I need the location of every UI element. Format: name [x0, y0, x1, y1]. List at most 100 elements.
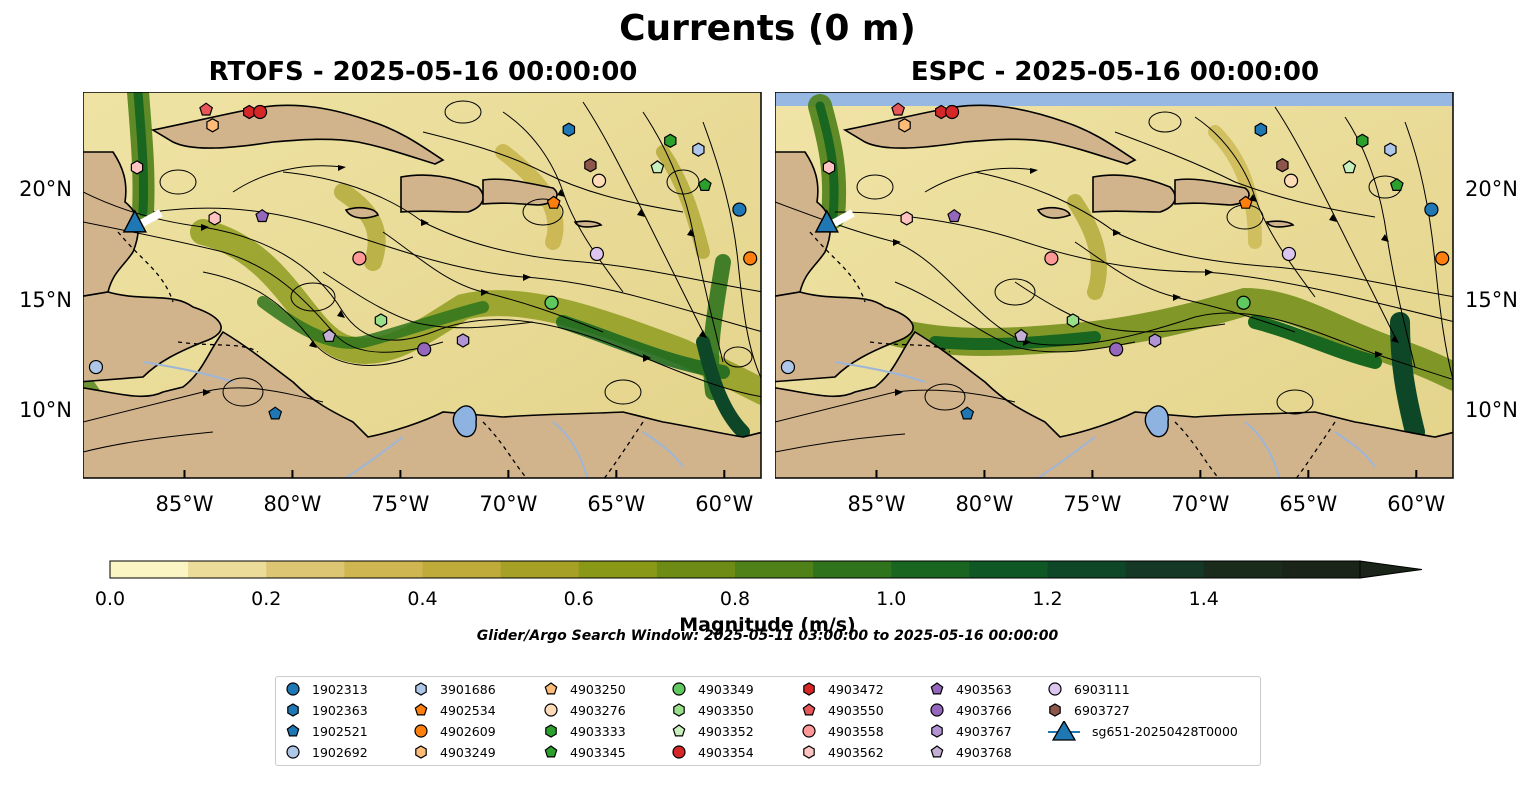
float-marker-4903562	[822, 160, 836, 175]
float-marker-4903563	[255, 208, 270, 223]
legend-label: 3901686	[440, 681, 496, 697]
lon-tick-label: 60°W	[695, 492, 754, 516]
streamline-arrows	[201, 165, 707, 396]
legend-item: 1902313	[286, 679, 368, 699]
float-marker-4902534	[546, 195, 561, 209]
pentagon-marker-icon	[544, 745, 558, 758]
lat-tick-label: 15°N	[19, 287, 72, 312]
legend-label: 4903250	[570, 681, 626, 697]
lon-tick-label: 70°W	[479, 492, 538, 516]
panel-title-rtofs: RTOFS - 2025-05-16 00:00:00	[208, 57, 638, 87]
hexagon-marker-icon	[803, 745, 815, 759]
lake-maracaibo	[452, 405, 477, 438]
legend-marker	[1049, 703, 1061, 717]
legend-marker	[286, 724, 300, 737]
legend-label: 4903562	[828, 744, 884, 760]
colorbar-tick-label: 1.4	[1188, 588, 1219, 610]
legend-marker	[672, 724, 686, 737]
circle-marker-icon	[286, 745, 300, 759]
pentagon-marker-icon	[802, 703, 816, 716]
legend-item: 1902363	[286, 700, 368, 720]
legend-item: 1902692	[286, 742, 368, 762]
circle-marker-icon	[672, 745, 686, 759]
float-marker-4903333	[1356, 133, 1369, 148]
float-marker-1902521	[960, 406, 975, 420]
hexagon-marker-icon	[545, 724, 557, 738]
float-marker-1902692	[780, 359, 796, 375]
streamlines	[775, 106, 1453, 453]
colorbar-tick-label: 0.0	[94, 588, 126, 610]
lat-tick-label: 15°N	[1465, 287, 1518, 312]
legend-label: 4902609	[440, 723, 496, 739]
float-marker-4902534	[1238, 195, 1253, 209]
no-data-strip	[775, 92, 1453, 106]
map-panel-rtofs	[83, 92, 762, 479]
legend-label: 4903767	[956, 723, 1012, 739]
float-marker-1902313	[1424, 202, 1439, 217]
legend-label: 4903766	[956, 702, 1012, 718]
lon-tick-label: 85°W	[155, 492, 214, 516]
float-marker-4903350	[1066, 313, 1080, 328]
circle-marker-icon	[414, 724, 428, 738]
legend-label: 4903550	[828, 702, 884, 718]
hexagon-marker-icon	[803, 682, 815, 696]
float-marker-4903562	[208, 211, 221, 226]
legend-marker	[673, 703, 685, 717]
legend: 1902313 1902363 1902521 1902692 3901686 49025…	[275, 676, 1261, 766]
legend-item: 4902534	[414, 700, 496, 720]
hexagon-marker-icon	[673, 703, 685, 717]
float-marker-6903111	[589, 246, 604, 262]
legend-item: 4903767	[930, 721, 1012, 741]
legend-item: 4903249	[414, 742, 496, 762]
streamlines	[83, 101, 761, 453]
float-marker-4903767	[1148, 333, 1162, 348]
legend-marker	[930, 682, 944, 695]
float-marker-4903249	[206, 118, 219, 133]
lon-tick-label: 85°W	[847, 492, 906, 516]
lon-tick-label: 65°W	[587, 492, 646, 516]
colorbar-cell	[1203, 561, 1283, 578]
legend-label: 1902521	[312, 723, 368, 739]
lat-tick-label: 20°N	[1465, 176, 1518, 201]
lake-maracaibo	[1144, 405, 1169, 438]
colorbar-frame	[109, 560, 1361, 579]
lon-tick-label: 80°W	[955, 492, 1014, 516]
legend-marker	[544, 682, 558, 695]
float-marker-4903550	[199, 102, 214, 116]
circle-marker-icon	[802, 724, 816, 738]
float-marker-4903354	[252, 104, 268, 120]
pentagon-marker-icon	[930, 682, 944, 695]
legend-label: 6903111	[1074, 681, 1130, 697]
colorbar-tick-label: 0.2	[251, 588, 282, 610]
float-marker-4903352	[650, 160, 665, 174]
legend-item: 4903276	[544, 700, 626, 720]
legend-marker	[930, 703, 944, 717]
float-marker-4902609	[1435, 251, 1450, 266]
float-marker-4903563	[947, 208, 962, 223]
pentagon-marker-icon	[672, 724, 686, 737]
map-frame	[775, 92, 1454, 479]
hexagon-marker-icon	[1049, 703, 1061, 717]
legend-label: 4903350	[698, 702, 754, 718]
land	[775, 104, 1453, 478]
legend-label: 1902313	[312, 681, 368, 697]
panel-title-espc: ESPC - 2025-05-16 00:00:00	[910, 57, 1320, 87]
colorbar-cell	[422, 561, 502, 578]
legend-label: 4903558	[828, 723, 884, 739]
legend-label: 1902692	[312, 744, 368, 760]
legend-item: 4903345	[544, 742, 626, 762]
legend-item: 4903563	[930, 679, 1012, 699]
circle-marker-icon	[544, 703, 558, 717]
float-marker-4903345	[1389, 177, 1404, 192]
float-marker-3901686	[692, 142, 705, 157]
float-marker-4903562	[900, 211, 913, 226]
pentagon-marker-icon	[414, 703, 428, 716]
legend-item: 4903558	[802, 721, 884, 741]
float-marker-4903333	[664, 133, 677, 148]
colorbar-cell	[969, 561, 1048, 578]
colorbar-cell	[656, 561, 736, 578]
float-marker-3901686	[1384, 142, 1397, 157]
circle-marker-icon	[672, 682, 686, 696]
lon-tick-label: 75°W	[1063, 492, 1122, 516]
colorbar-cell	[344, 561, 423, 578]
